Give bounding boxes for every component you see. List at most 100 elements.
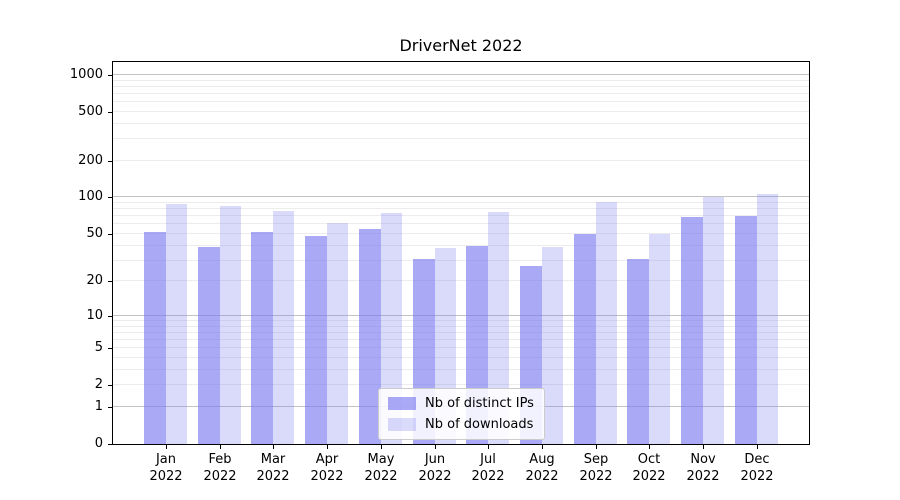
y-tick-label: 200 bbox=[78, 153, 103, 168]
minor-gridline bbox=[113, 93, 809, 94]
x-tick-mark bbox=[166, 445, 167, 449]
y-tick-mark bbox=[108, 112, 112, 113]
x-tick-mark bbox=[757, 445, 758, 449]
y-tick-label: 100 bbox=[78, 189, 103, 204]
x-tick-label-line: Apr bbox=[315, 452, 339, 467]
y-tick-mark bbox=[108, 281, 112, 282]
chart-title: DriverNet 2022 bbox=[399, 36, 523, 55]
x-tick-label-line: 2022 bbox=[579, 469, 613, 484]
bar-downloads-jan bbox=[166, 204, 187, 444]
x-tick-label-line: May bbox=[367, 452, 395, 467]
y-tick-label: 5 bbox=[94, 340, 103, 355]
minor-gridline bbox=[113, 111, 809, 112]
bar-distinct-ips-mar bbox=[251, 232, 273, 444]
x-tick-label: Jul 2022 bbox=[457, 451, 519, 485]
minor-gridline bbox=[113, 138, 809, 139]
x-tick-label-line: Nov bbox=[690, 452, 716, 467]
minor-gridline bbox=[113, 233, 809, 234]
minor-gridline bbox=[113, 215, 809, 216]
bar-distinct-ips-oct bbox=[627, 259, 649, 444]
x-tick-label-line: 2022 bbox=[203, 469, 237, 484]
legend-swatch-downloads bbox=[388, 418, 416, 431]
major-gridline bbox=[113, 315, 809, 316]
y-tick-label: 50 bbox=[86, 226, 103, 241]
bar-downloads-may bbox=[381, 213, 402, 444]
x-tick-mark bbox=[327, 445, 328, 449]
x-tick-label-line: Mar bbox=[260, 452, 286, 467]
minor-gridline bbox=[113, 223, 809, 224]
y-tick-mark bbox=[108, 316, 112, 317]
bar-distinct-ips-apr bbox=[305, 236, 327, 444]
x-tick-label-line: 2022 bbox=[256, 469, 290, 484]
bar-downloads-feb bbox=[220, 206, 241, 444]
y-tick-mark bbox=[108, 197, 112, 198]
y-tick-label: 1 bbox=[94, 399, 103, 414]
bar-downloads-jul bbox=[488, 212, 509, 444]
bar-distinct-ips-sep bbox=[574, 234, 596, 444]
minor-gridline bbox=[113, 280, 809, 281]
minor-gridline bbox=[113, 326, 809, 327]
bar-distinct-ips-dec bbox=[735, 216, 757, 444]
x-tick-label-line: Dec bbox=[744, 452, 770, 467]
y-tick-mark bbox=[108, 385, 112, 386]
x-tick-label-line: Oct bbox=[637, 452, 661, 467]
bar-distinct-ips-nov bbox=[681, 217, 703, 444]
bar-downloads-sep bbox=[596, 202, 617, 444]
minor-gridline bbox=[113, 202, 809, 203]
minor-gridline bbox=[113, 101, 809, 102]
minor-gridline bbox=[113, 245, 809, 246]
bar-downloads-mar bbox=[273, 211, 294, 444]
y-tick-mark bbox=[108, 444, 112, 445]
x-tick-label: Jan 2022 bbox=[135, 451, 197, 485]
x-tick-label-line: 2022 bbox=[740, 469, 774, 484]
x-tick-mark bbox=[381, 445, 382, 449]
legend: Nb of distinct IPs Nb of downloads bbox=[378, 388, 545, 440]
bar-downloads-nov bbox=[703, 197, 724, 444]
major-gridline bbox=[113, 74, 809, 75]
minor-gridline bbox=[113, 347, 809, 348]
minor-gridline bbox=[113, 339, 809, 340]
x-tick-mark bbox=[488, 445, 489, 449]
minor-gridline bbox=[113, 80, 809, 81]
y-tick-mark bbox=[108, 348, 112, 349]
y-tick-mark bbox=[108, 407, 112, 408]
y-tick-label: 20 bbox=[86, 273, 103, 288]
x-tick-mark bbox=[649, 445, 650, 449]
bar-distinct-ips-jan bbox=[144, 232, 166, 444]
y-tick-label: 1000 bbox=[69, 67, 103, 82]
major-gridline bbox=[113, 196, 809, 197]
x-tick-label: Nov 2022 bbox=[672, 451, 734, 485]
x-tick-label-line: 2022 bbox=[364, 469, 398, 484]
y-tick-label: 500 bbox=[78, 104, 103, 119]
x-tick-mark bbox=[596, 445, 597, 449]
x-tick-label: Mar 2022 bbox=[242, 451, 304, 485]
legend-label-downloads: Nb of downloads bbox=[425, 417, 534, 432]
minor-gridline bbox=[113, 384, 809, 385]
x-tick-label: Dec 2022 bbox=[726, 451, 788, 485]
x-tick-label-line: Jun bbox=[424, 452, 446, 467]
x-tick-label: Aug 2022 bbox=[511, 451, 573, 485]
x-tick-label-line: Aug bbox=[529, 452, 555, 467]
y-tick-label: 2 bbox=[94, 377, 103, 392]
x-tick-label: Apr 2022 bbox=[296, 451, 358, 485]
legend-label-distinct-ips: Nb of distinct IPs bbox=[425, 396, 534, 411]
x-tick-label-line: 2022 bbox=[310, 469, 344, 484]
minor-gridline bbox=[113, 208, 809, 209]
minor-gridline bbox=[113, 332, 809, 333]
x-tick-label-line: 2022 bbox=[418, 469, 452, 484]
minor-gridline bbox=[113, 260, 809, 261]
x-tick-mark bbox=[435, 445, 436, 449]
y-tick-mark bbox=[108, 161, 112, 162]
x-tick-mark bbox=[703, 445, 704, 449]
x-tick-label-line: 2022 bbox=[686, 469, 720, 484]
minor-gridline bbox=[113, 86, 809, 87]
x-tick-mark bbox=[273, 445, 274, 449]
x-tick-label-line: Jan bbox=[155, 452, 177, 467]
plot-area: Nb of distinct IPs Nb of downloads bbox=[112, 61, 810, 445]
x-tick-label: Feb 2022 bbox=[189, 451, 251, 485]
x-tick-label: Sep 2022 bbox=[565, 451, 627, 485]
x-tick-label: May 2022 bbox=[350, 451, 412, 485]
y-tick-mark bbox=[108, 234, 112, 235]
legend-swatch-distinct-ips bbox=[388, 397, 416, 410]
